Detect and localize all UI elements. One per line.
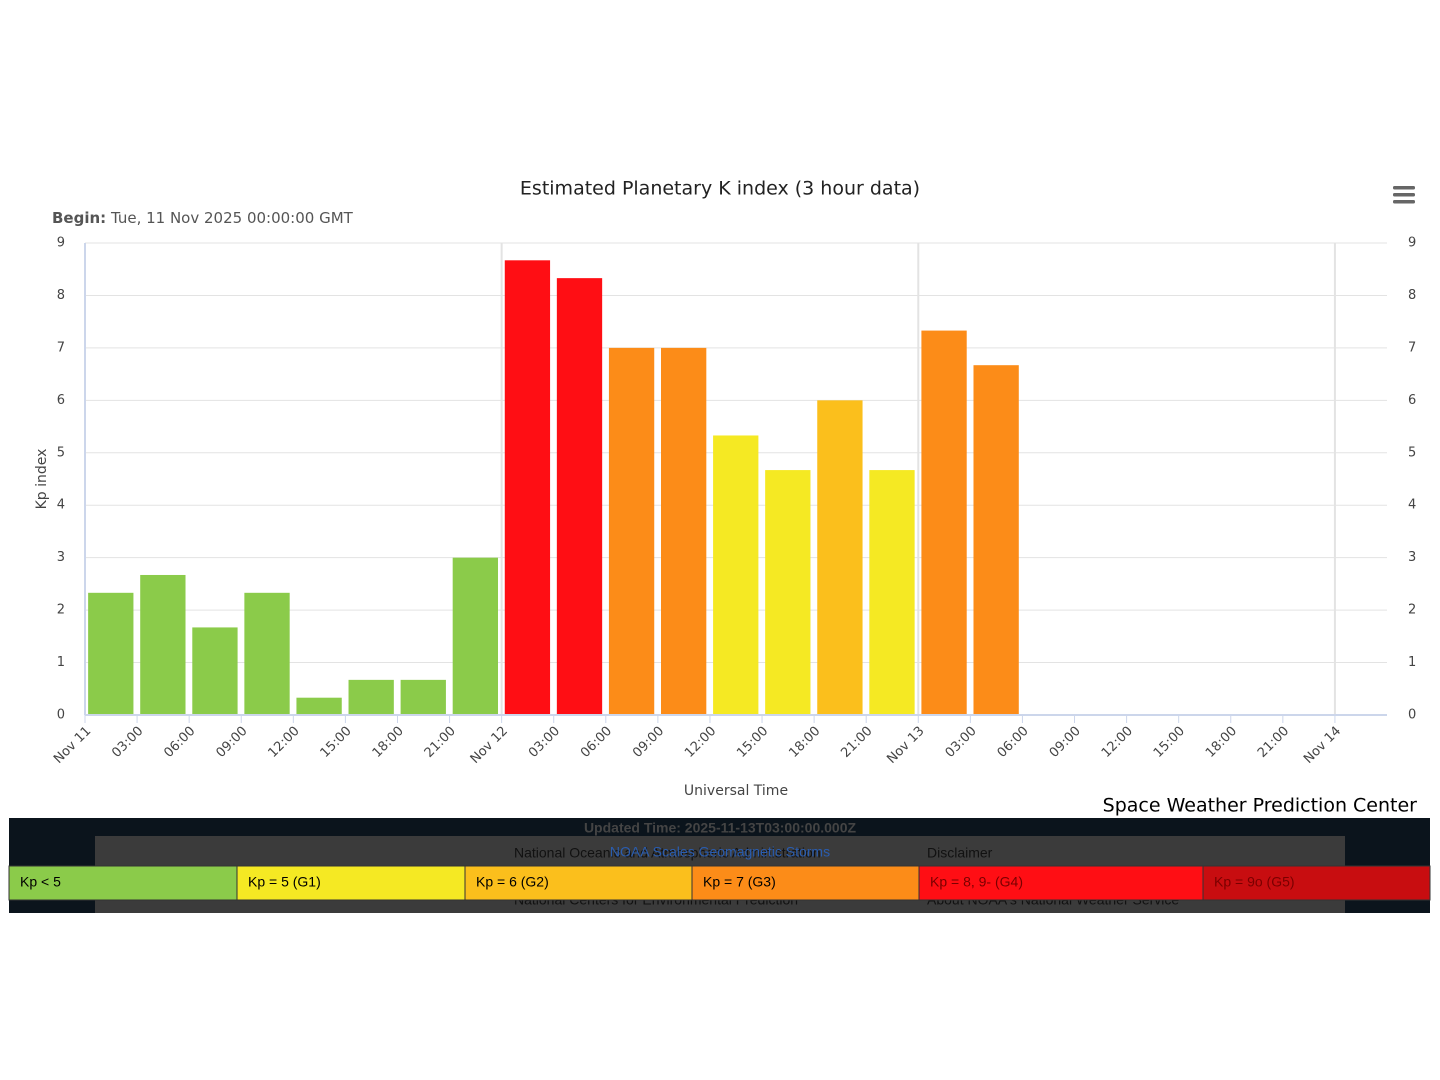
legend-item: Kp = 5 (G1) xyxy=(236,865,466,901)
bar xyxy=(452,557,498,715)
y2-tick-label: 9 xyxy=(1408,236,1416,251)
y2-tick-label: 0 xyxy=(1408,708,1416,723)
legend-swatch xyxy=(691,865,920,901)
y-tick-label: 6 xyxy=(57,393,65,408)
y-tick-label: 3 xyxy=(57,550,65,565)
bar xyxy=(296,697,342,715)
legend-swatch xyxy=(8,865,238,901)
legend-label: Kp = 8, 9- (G4) xyxy=(930,874,1023,890)
y2-tick-label: 2 xyxy=(1408,603,1416,618)
footer-text: Disclaimer xyxy=(927,845,993,861)
y2-tick-label: 5 xyxy=(1408,445,1416,460)
subtitle-label: Begin: xyxy=(52,209,106,227)
legend-label: Kp = 6 (G2) xyxy=(476,874,549,890)
y-tick-label: 1 xyxy=(57,655,65,670)
bar xyxy=(921,330,967,715)
bar xyxy=(608,347,655,715)
bar xyxy=(661,347,707,715)
menu-button[interactable] xyxy=(1390,184,1418,208)
y-axis-title: Kp index xyxy=(34,449,50,510)
menu-bar xyxy=(1393,200,1415,204)
legend-swatch xyxy=(236,865,466,901)
y-tick-label: 5 xyxy=(57,445,65,460)
legend-item: Kp = 9o (G5) xyxy=(1202,865,1431,901)
y-tick-label: 0 xyxy=(57,708,65,723)
y2-tick-label: 8 xyxy=(1408,288,1416,303)
y-tick-label: 7 xyxy=(57,340,65,355)
legend-label: Kp = 5 (G1) xyxy=(248,874,321,890)
y-tick-label: 9 xyxy=(57,236,65,251)
bar xyxy=(713,435,759,715)
bar xyxy=(504,260,551,715)
subtitle: Begin: Tue, 11 Nov 2025 00:00:00 GMT xyxy=(52,209,354,227)
legend-label: Kp = 9o (G5) xyxy=(1214,874,1295,890)
bar xyxy=(192,627,238,715)
y-tick-label: 4 xyxy=(57,498,65,513)
bar xyxy=(556,278,603,715)
bar xyxy=(88,592,134,715)
legend-item: Kp = 8, 9- (G4) xyxy=(918,865,1204,901)
legend-swatch xyxy=(1202,865,1431,901)
y2-tick-label: 7 xyxy=(1408,340,1416,355)
legend-label: Kp = 7 (G3) xyxy=(703,874,776,890)
x-axis-title: Universal Time xyxy=(684,783,788,799)
legend-item: Kp = 7 (G3) xyxy=(691,865,920,901)
legend-label: Kp < 5 xyxy=(20,874,61,890)
bar xyxy=(400,679,446,715)
chart-title: Estimated Planetary K index (3 hour data… xyxy=(520,178,920,200)
bar xyxy=(817,400,863,715)
bar xyxy=(869,470,915,715)
credit: Space Weather Prediction Center xyxy=(1103,795,1418,817)
bar xyxy=(244,592,290,715)
y2-tick-label: 4 xyxy=(1408,498,1416,513)
bar xyxy=(140,574,186,715)
y-tick-label: 8 xyxy=(57,288,65,303)
y-tick-label: 2 xyxy=(57,603,65,618)
footer-link[interactable]: NOAA Scales Geomagnetic Storms xyxy=(610,844,830,860)
footer-text: National Oceanic and Atmospheric Adminis… xyxy=(514,845,821,861)
menu-bar xyxy=(1393,193,1415,197)
footer-updated: Updated Time: 2025-11-13T03:00:00.000Z xyxy=(584,820,857,836)
y2-tick-label: 6 xyxy=(1408,393,1416,408)
legend-item: Kp = 6 (G2) xyxy=(464,865,693,901)
subtitle-text: Tue, 11 Nov 2025 00:00:00 GMT xyxy=(110,209,354,227)
y2-tick-label: 3 xyxy=(1408,550,1416,565)
y2-tick-label: 1 xyxy=(1408,655,1416,670)
legend-item: Kp < 5 xyxy=(8,865,238,901)
plot-area xyxy=(85,242,1387,716)
bar xyxy=(348,679,394,715)
bar xyxy=(973,365,1019,715)
bar xyxy=(765,470,811,715)
menu-bar xyxy=(1393,186,1415,190)
